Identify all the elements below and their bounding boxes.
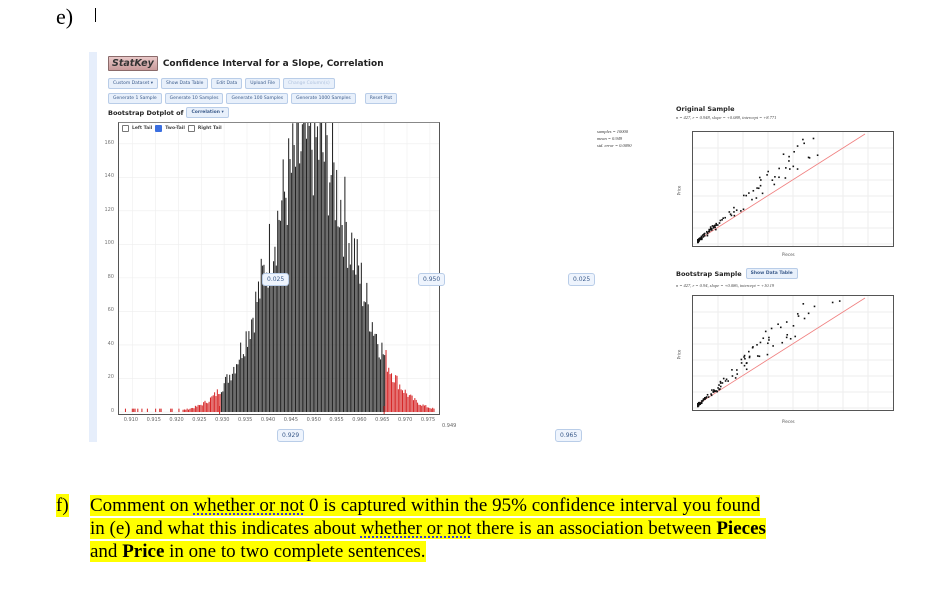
dotplot-label: Bootstrap Dotplot of <box>108 108 184 117</box>
show-data-table-button[interactable]: Show Data Table <box>160 78 209 89</box>
q-text-pieces: Pieces <box>716 518 766 539</box>
q-text-2u: whether or not <box>360 518 472 539</box>
edit-data-button[interactable]: Edit Data <box>211 78 243 89</box>
generate-100-button[interactable]: Generate 100 Samples <box>226 93 289 104</box>
generate-1000-button[interactable]: Generate 1000 Samples <box>291 93 356 104</box>
bootstrap-sample-stats: n = 427, r = 0.94, slope = +0.086, inter… <box>676 283 775 288</box>
upload-file-button[interactable]: Upload File <box>245 78 280 89</box>
question-f-label: f) <box>56 494 69 517</box>
x-tick-label: 0.950 <box>306 417 321 423</box>
x-tick-label: 0.930 <box>215 417 230 423</box>
bootstrap-sample-header: Bootstrap Sample Show Data Table <box>676 268 798 279</box>
x-tick-label: 0.965 <box>375 417 390 423</box>
page-title: Confidence Interval for a Slope, Correla… <box>162 58 384 69</box>
question-f: f) Comment on whether or not 0 is captur… <box>56 494 878 563</box>
embedded-image-border <box>89 52 97 442</box>
two-tail-checkbox[interactable] <box>155 125 163 132</box>
x-tick-label: 0.940 <box>260 417 276 423</box>
statistic-select[interactable]: Correlation ▾ <box>186 107 229 118</box>
original-y-label: Price <box>676 185 682 196</box>
x-tick-label: 0.945 <box>283 417 299 423</box>
right-tail-proportion[interactable]: 0.025 <box>568 273 596 286</box>
original-sample-scatter[interactable] <box>692 131 894 247</box>
original-sample-stats: n = 427, r = 0.948, slope = +0.088, inte… <box>676 115 777 120</box>
original-sample-title: Original Sample <box>676 105 735 113</box>
reset-plot-button[interactable]: Reset Plot <box>364 93 398 104</box>
q-text-1b: 0 is captured within the 95% confidence … <box>304 495 761 516</box>
mean-marker-label: 0.949 <box>442 423 457 429</box>
q-text-1u: whether or not <box>193 495 305 516</box>
text-cursor <box>95 8 96 22</box>
y-tick-label: 80 <box>107 273 114 280</box>
q-text-price: Price <box>122 541 165 562</box>
bootstrap-sample-scatter[interactable] <box>692 295 894 411</box>
left-tail-checkbox[interactable] <box>122 125 129 132</box>
lower-bound-box[interactable]: 0.929 <box>277 429 305 442</box>
statkey-logo[interactable]: StatKey <box>108 56 158 71</box>
y-tick-label: 0 <box>110 408 114 414</box>
y-tick-label: 120 <box>104 206 114 213</box>
q-text-2a: in (e) and what this indicates about <box>90 518 361 539</box>
std-error-stat: std. error = 0.0090 <box>597 143 632 148</box>
left-tail-proportion[interactable]: 0.025 <box>262 273 290 286</box>
left-tail-label: Left Tail <box>132 126 153 131</box>
x-tick-label: 0.955 <box>329 417 344 423</box>
original-x-label: Pieces <box>782 252 795 257</box>
mean-stat: mean = 0.949 <box>597 136 623 141</box>
bootstrap-show-data-table-button[interactable]: Show Data Table <box>745 268 798 279</box>
x-tick-label: 0.915 <box>146 417 161 423</box>
question-f-text: Comment on whether or not 0 is captured … <box>90 495 766 562</box>
x-tick-label: 0.925 <box>192 417 207 423</box>
part-e-label: e) <box>56 4 74 29</box>
bootstrap-dotplot[interactable] <box>118 82 440 415</box>
y-tick-label: 160 <box>104 139 114 146</box>
q-text-2b: there is an association between <box>471 518 717 539</box>
statkey-header: StatKey Confidence Interval for a Slope,… <box>108 56 384 71</box>
right-tail-label: Right Tail <box>197 126 222 131</box>
x-tick-label: 0.935 <box>238 417 253 423</box>
bootstrap-y-label: Price <box>676 349 682 360</box>
custom-dataset-button[interactable]: Custom Dataset ▾ <box>108 78 158 89</box>
q-text-3a: in one to two complete sentences. <box>164 541 426 562</box>
generate-1-button[interactable]: Generate 1 Sample <box>108 93 162 104</box>
q-text-3-and: and <box>90 541 123 562</box>
right-tail-checkbox[interactable] <box>187 125 195 132</box>
y-tick-label: 40 <box>107 340 114 347</box>
middle-proportion[interactable]: 0.950 <box>418 273 446 286</box>
generate-10-button[interactable]: Generate 10 Samples <box>164 93 224 104</box>
bootstrap-x-label: Pieces <box>782 419 795 424</box>
tail-options: Left Tail Two-Tail Right Tail <box>122 125 222 132</box>
y-tick-label: 20 <box>107 374 114 381</box>
x-tick-label: 0.975 <box>420 417 436 423</box>
x-tick-label: 0.910 <box>123 417 139 423</box>
toolbar-data: Custom Dataset ▾ Show Data Table Edit Da… <box>108 78 335 89</box>
dotplot-label-row: Bootstrap Dotplot of Correlation ▾ <box>108 107 229 118</box>
change-columns-button[interactable]: Change Column(s) <box>283 78 335 89</box>
bootstrap-sample-title: Bootstrap Sample <box>676 269 742 278</box>
x-tick-label: 0.970 <box>398 417 413 423</box>
toolbar-generate: Generate 1 Sample Generate 10 Samples Ge… <box>108 93 398 104</box>
summary-stats: samples = 10000 mean = 0.949 std. error … <box>597 128 632 149</box>
x-tick-label: 0.960 <box>352 417 367 423</box>
q-text-1a: Comment on <box>90 495 194 516</box>
two-tail-label: Two-Tail <box>165 126 185 131</box>
x-tick-label: 0.920 <box>169 417 184 423</box>
y-tick-label: 100 <box>104 240 114 247</box>
y-tick-label: 140 <box>104 173 114 180</box>
upper-bound-box[interactable]: 0.965 <box>555 429 583 442</box>
y-tick-label: 60 <box>107 307 114 314</box>
samples-stat: samples = 10000 <box>597 129 629 134</box>
